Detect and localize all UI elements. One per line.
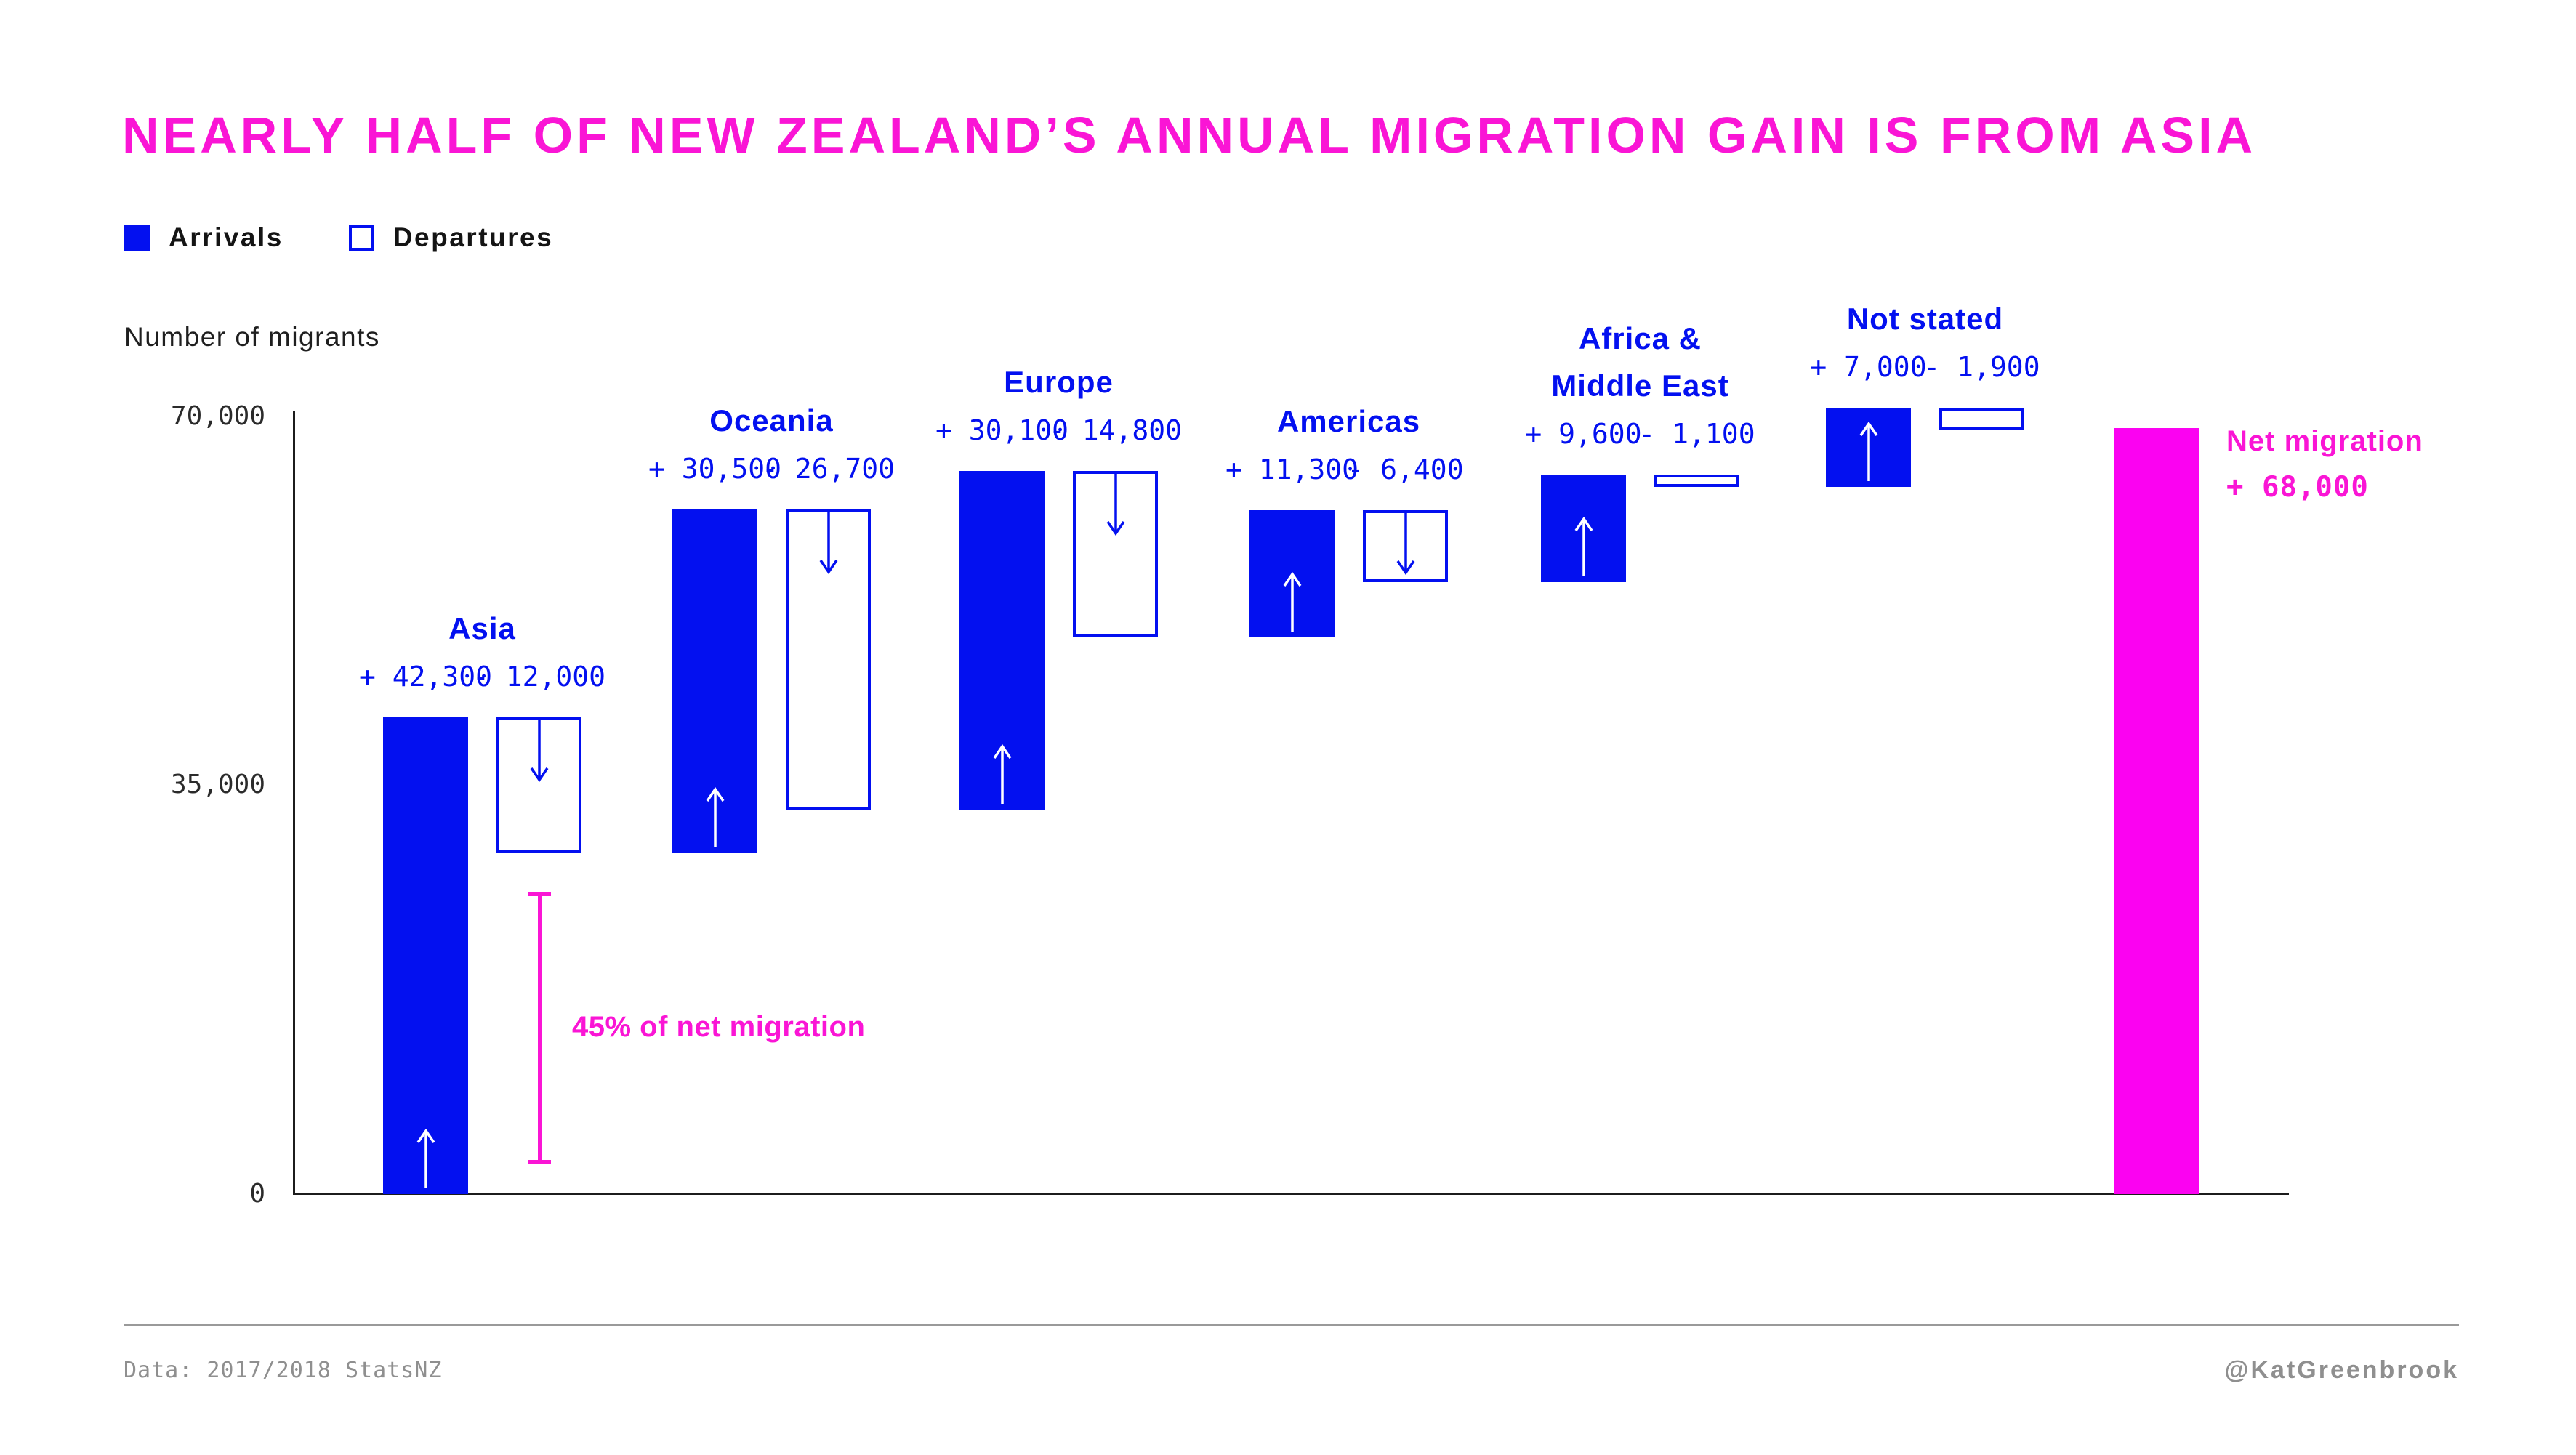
legend-label-arrivals: Arrivals xyxy=(169,222,283,252)
africa-middle-east-departures-value: - 1,100 xyxy=(1638,418,1755,450)
x-axis-line xyxy=(293,1193,2289,1195)
arrow-down-icon xyxy=(819,512,837,575)
oceania-heading-line: Oceania xyxy=(709,403,834,438)
americas-arrivals-bar xyxy=(1249,510,1335,637)
asia-departures-bar xyxy=(496,717,581,853)
arrow-up-icon xyxy=(993,743,1011,804)
arrivals-swatch-icon xyxy=(124,225,150,251)
oceania-arrivals-value: + 30,500 xyxy=(648,453,782,485)
not-stated-arrivals-value: + 7,000 xyxy=(1810,351,1927,383)
arrow-down-icon xyxy=(530,720,548,783)
y-tick-1: 35,000 xyxy=(170,770,265,799)
footer-source: Data: 2017/2018 StatsNZ xyxy=(124,1358,443,1383)
europe-departures-bar xyxy=(1073,471,1158,637)
net-migration-label: Net migration + 68,000 xyxy=(2226,418,2423,511)
arrow-up-icon xyxy=(416,1128,435,1188)
footer-credit: @KatGreenbrook xyxy=(2224,1356,2459,1384)
net-migration-title: Net migration xyxy=(2226,425,2423,457)
americas-heading: Americas xyxy=(1116,398,1582,445)
europe-departures-value: - 14,800 xyxy=(1048,414,1183,446)
bracket-cap-bottom xyxy=(528,1160,551,1164)
net-migration-value: + 68,000 xyxy=(2226,471,2369,504)
asia-arrivals-value: + 42,300 xyxy=(358,661,493,693)
arrow-down-icon xyxy=(1106,474,1124,536)
arrow-down-icon xyxy=(1396,513,1414,576)
arrow-up-icon xyxy=(1574,516,1593,576)
africa-middle-east-arrivals-bar xyxy=(1541,475,1626,582)
legend: Arrivals Departures xyxy=(124,220,619,255)
y-axis-line xyxy=(293,411,295,1194)
y-axis-title: Number of migrants xyxy=(124,322,380,352)
not-stated-departures-value: - 1,900 xyxy=(1923,351,2040,383)
americas-heading-line: Americas xyxy=(1276,404,1421,438)
africa-middle-east-heading-line: Africa & xyxy=(1578,321,1702,355)
asia-heading-line: Asia xyxy=(448,611,516,645)
departures-swatch-icon xyxy=(348,225,374,251)
oceania-arrivals-bar xyxy=(672,509,757,853)
americas-arrivals-value: + 11,300 xyxy=(1225,454,1359,485)
oceania-departures-value: - 26,700 xyxy=(761,453,895,485)
arrow-up-icon xyxy=(1283,571,1301,632)
europe-arrivals-bar xyxy=(959,471,1045,810)
legend-label-departures: Departures xyxy=(393,222,554,252)
y-tick-0: 70,000 xyxy=(170,401,265,431)
net-migration-bar xyxy=(2114,428,2199,1194)
africa-middle-east-heading: Africa & Middle East xyxy=(1408,315,1873,409)
not-stated-heading-line: Not stated xyxy=(1846,302,2004,336)
europe-arrivals-value: + 30,100 xyxy=(935,414,1069,446)
oceania-heading: Oceania xyxy=(539,397,1005,444)
not-stated-departures-bar xyxy=(1939,408,2024,430)
asia-arrivals-bar xyxy=(383,717,468,1194)
africa-middle-east-arrivals-value: + 9,600 xyxy=(1525,418,1642,450)
page-title: NEARLY HALF OF NEW ZEALAND’S ANNUAL MIGR… xyxy=(122,107,2257,164)
americas-departures-bar xyxy=(1363,510,1448,582)
arrow-up-icon xyxy=(1859,421,1877,481)
europe-heading-line: Europe xyxy=(1004,365,1114,399)
asia-departures-value: - 12,000 xyxy=(472,661,606,693)
not-stated-arrivals-bar xyxy=(1826,408,1911,487)
africa-middle-east-heading-line: Middle East xyxy=(1551,368,1729,403)
arrow-up-icon xyxy=(706,786,724,847)
europe-heading: Europe xyxy=(826,358,1292,406)
americas-departures-value: - 6,400 xyxy=(1347,454,1464,485)
africa-middle-east-departures-bar xyxy=(1654,475,1739,487)
y-tick-2: 0 xyxy=(249,1179,265,1209)
annotation-45pct: 45% of net migration xyxy=(572,1011,866,1043)
bracket-cap-top xyxy=(528,892,551,896)
footer-divider xyxy=(124,1324,2459,1326)
oceania-departures-bar xyxy=(786,509,871,810)
asia-heading: Asia xyxy=(250,605,715,652)
not-stated-heading: Not stated xyxy=(1693,295,2158,342)
bracket-line xyxy=(538,892,542,1164)
